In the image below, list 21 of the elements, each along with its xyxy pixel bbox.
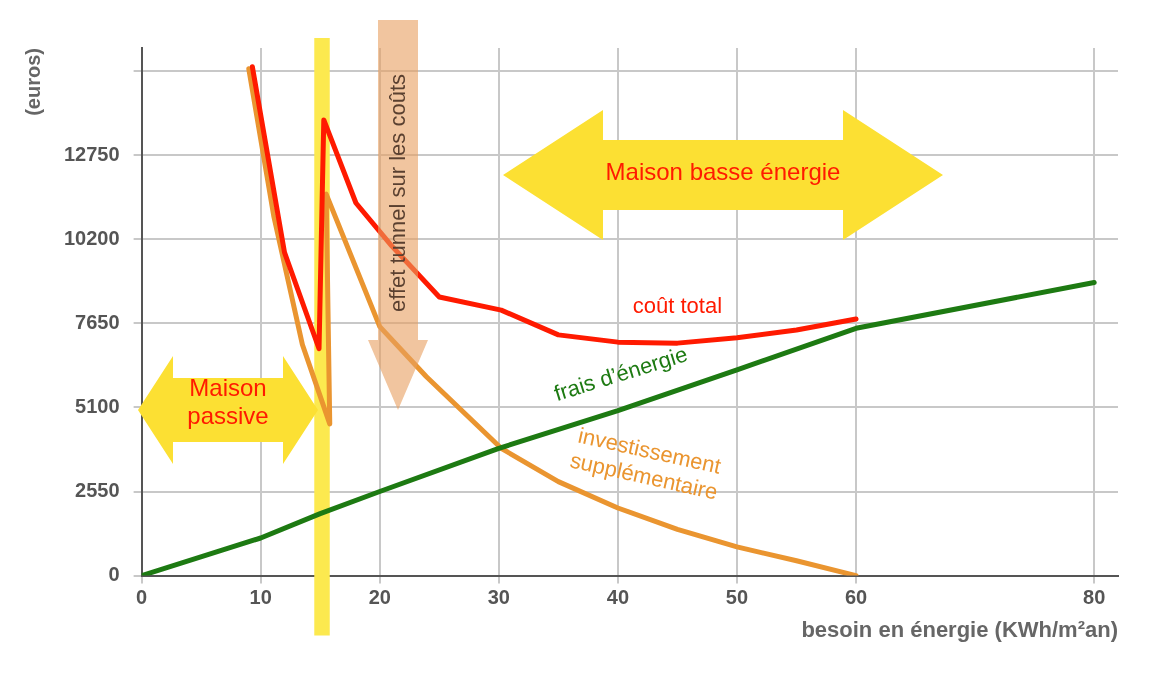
- y-tick-label: 12750: [63, 142, 120, 165]
- x-tick-label: 60: [844, 586, 868, 609]
- annotation: effet tunnel sur les coûts: [385, 73, 411, 313]
- y-tick-label: 5100: [75, 394, 120, 417]
- x-tick-label: 30: [487, 586, 510, 609]
- y-tick-label: 10200: [63, 226, 120, 249]
- x-tick-label: 10: [249, 586, 272, 609]
- x-tick-label: 40: [606, 586, 630, 609]
- x-tick-label: 80: [1083, 586, 1106, 609]
- y-tick-label: 0: [108, 563, 120, 586]
- annotation: Maison basse énergie: [604, 158, 842, 186]
- x-axis-title: besoin en énergie (KWh/m²an): [801, 616, 1118, 642]
- x-tick-label: 20: [368, 586, 391, 609]
- y-tick-label: 7650: [75, 310, 120, 333]
- text: frais d’énergie: [551, 341, 691, 406]
- y-tick-label: 2550: [75, 479, 120, 502]
- y-axis-title: (euros): [21, 48, 44, 116]
- x-tick-label: 0: [136, 586, 148, 609]
- x-tick-label: 50: [725, 586, 749, 609]
- series-label: coût total: [632, 293, 723, 319]
- annotation: Maison passive: [186, 374, 270, 430]
